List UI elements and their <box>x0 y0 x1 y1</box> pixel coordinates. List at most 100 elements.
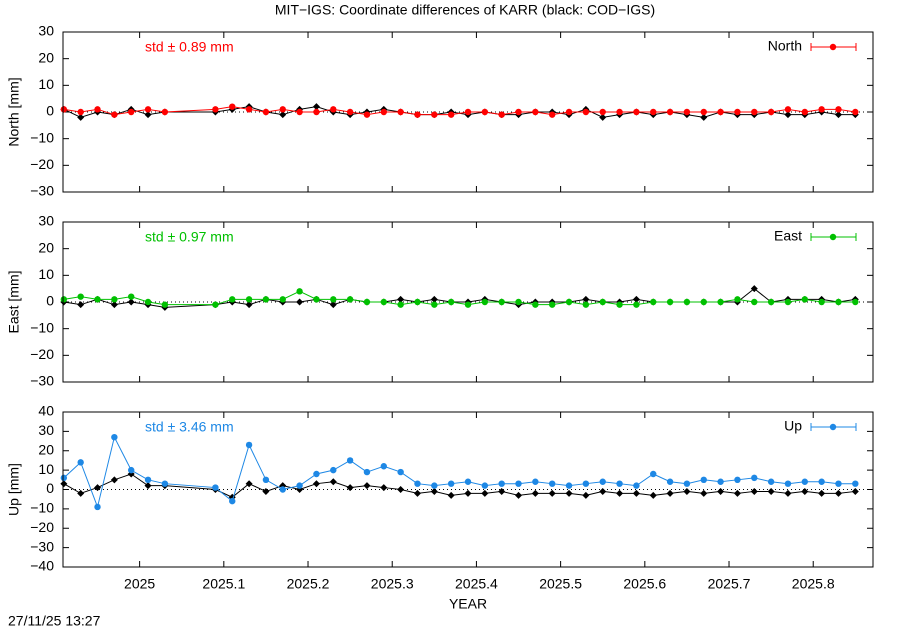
data-point <box>363 298 371 306</box>
data-point <box>245 106 253 113</box>
data-point <box>750 487 758 495</box>
data-point <box>801 478 808 485</box>
data-point <box>329 301 337 309</box>
data-point <box>312 103 320 111</box>
data-point <box>767 478 775 485</box>
y-tick-label: 10 <box>38 461 54 477</box>
data-point <box>498 298 505 306</box>
y-tick-label: 10 <box>38 76 54 92</box>
data-point <box>683 108 691 116</box>
y-tick-label: −20 <box>30 156 54 172</box>
data-point <box>397 301 404 308</box>
y-axis-label: Up [mm] <box>6 463 22 516</box>
data-point <box>77 301 85 309</box>
data-point <box>666 478 674 485</box>
data-point <box>346 296 354 303</box>
data-point <box>346 457 354 464</box>
data-point <box>633 301 640 308</box>
data-point <box>94 503 101 511</box>
data-point <box>414 298 421 306</box>
x-tick-label: 2025.1 <box>202 576 245 592</box>
data-point <box>582 480 590 487</box>
data-point <box>279 111 287 119</box>
data-point <box>262 487 270 495</box>
data-point <box>413 489 421 497</box>
data-point <box>767 487 775 495</box>
data-point <box>835 480 842 487</box>
std-annotation: std ± 0.89 mm <box>145 39 234 55</box>
data-point <box>161 480 169 487</box>
data-point <box>582 491 590 499</box>
data-point <box>515 480 522 487</box>
data-point <box>700 298 707 306</box>
data-point <box>801 487 809 495</box>
data-point <box>397 486 405 493</box>
plot-frame <box>62 411 874 568</box>
std-annotation: std ± 0.97 mm <box>145 229 234 245</box>
data-point <box>666 298 674 306</box>
data-point <box>229 296 236 303</box>
data-point <box>700 108 707 116</box>
y-axis-label: East [mm] <box>6 270 22 333</box>
data-point <box>77 108 84 116</box>
data-point <box>313 108 320 116</box>
data-point <box>835 298 842 306</box>
y-tick-label: 30 <box>38 213 54 229</box>
data-point <box>784 489 792 497</box>
data-point <box>313 296 320 303</box>
data-point <box>700 113 708 121</box>
y-axis-label: North [mm] <box>6 77 22 146</box>
x-tick-label: 2025.2 <box>287 576 330 592</box>
data-point <box>212 484 219 491</box>
x-tick-label: 2025.6 <box>623 576 666 592</box>
data-point <box>852 480 859 487</box>
data-point <box>60 296 68 303</box>
data-point <box>262 476 270 484</box>
data-point <box>481 489 489 497</box>
data-point <box>60 474 68 482</box>
data-point <box>734 476 741 484</box>
data-point <box>666 108 674 116</box>
data-point <box>330 466 337 474</box>
data-point <box>852 298 859 306</box>
x-tick-label: 2025.3 <box>371 576 414 592</box>
data-point <box>313 470 320 478</box>
x-tick-label: 2025.7 <box>708 576 751 592</box>
data-point <box>330 106 337 113</box>
legend-marker <box>829 233 837 241</box>
data-point <box>599 108 606 116</box>
data-point <box>77 293 84 300</box>
data-point <box>229 497 236 505</box>
data-point <box>397 295 405 303</box>
data-point <box>312 480 320 488</box>
data-point <box>852 108 859 116</box>
data-point <box>380 108 388 116</box>
data-point <box>94 296 101 303</box>
y-tick-label: −30 <box>30 373 54 389</box>
y-tick-label: −30 <box>30 538 54 554</box>
data-point <box>77 489 85 497</box>
data-point <box>111 111 118 118</box>
data-point <box>380 298 388 306</box>
series-line <box>63 288 856 308</box>
data-point <box>616 480 623 487</box>
data-point <box>430 295 438 303</box>
data-point <box>330 296 337 303</box>
data-point <box>565 298 573 306</box>
data-point <box>279 106 286 113</box>
y-tick-label: 30 <box>38 422 54 438</box>
y-tick-label: 10 <box>38 266 54 282</box>
data-point <box>144 106 152 113</box>
data-point <box>262 108 270 116</box>
chart-title: MIT−IGS: Coordinate differences of KARR … <box>275 2 655 18</box>
x-tick-label: 2025.4 <box>455 576 498 592</box>
data-point <box>60 480 68 488</box>
data-point <box>734 296 741 303</box>
y-tick-label: 20 <box>38 49 54 65</box>
y-tick-label: 0 <box>46 103 54 119</box>
legend-label: North <box>768 38 802 54</box>
legend-label: East <box>774 228 802 244</box>
data-point <box>94 484 102 492</box>
data-point <box>464 301 472 308</box>
